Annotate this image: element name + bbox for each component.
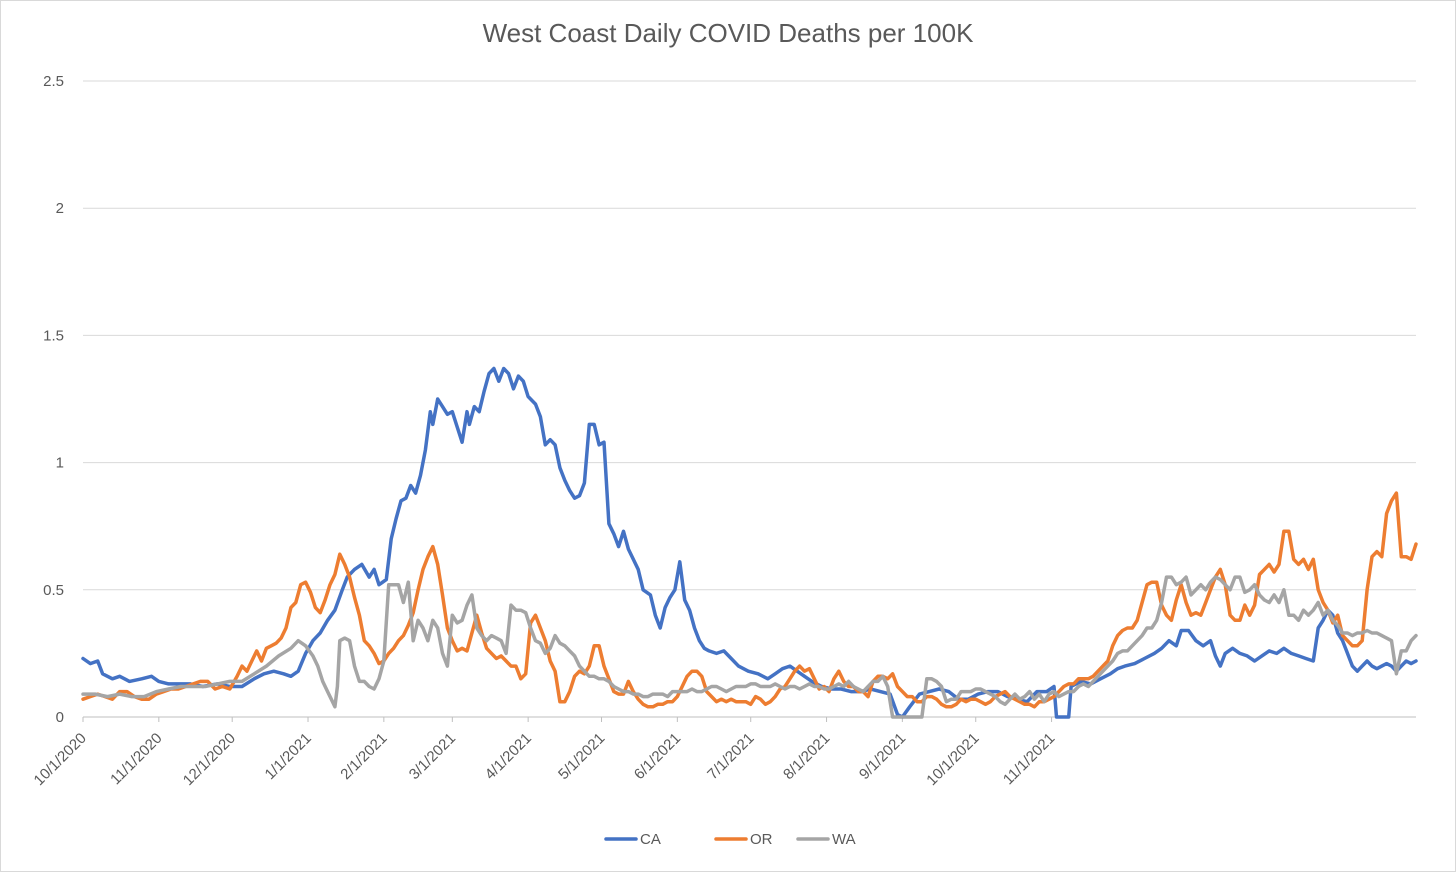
y-tick-label: 0.5 [43,582,64,599]
y-tick-label: 2.5 [43,73,64,90]
x-tick-label: 10/1/2020 [31,730,90,789]
y-tick-label: 1.5 [43,327,64,344]
x-tick-label: 11/1/2021 [1000,730,1058,788]
x-tick-label: 5/1/2021 [555,730,608,783]
y-axis-ticks: 0 0.5 1 1.5 2 2.5 [43,73,64,726]
y-tick-label: 0 [56,709,64,726]
legend-label-wa: WA [832,831,856,848]
x-tick-label: 9/1/2021 [856,730,909,783]
y-tick-label: 1 [56,455,64,472]
x-tick-label: 11/1/2020 [107,730,165,788]
series-line-or [81,491,1418,709]
gridlines [83,80,1416,718]
x-tick-label: 6/1/2021 [631,730,684,783]
x-tick-label: 8/1/2021 [780,730,833,783]
legend-label-ca: CA [640,831,661,848]
series-line-wa [81,575,1418,719]
x-tick-label: 12/1/2020 [180,730,239,789]
legend: CA OR WA [604,831,856,848]
x-tick-label: 4/1/2021 [482,730,535,783]
x-axis-ticks: 10/1/2020 11/1/2020 12/1/2020 1/1/2021 2/1/2… [31,717,1058,789]
legend-label-or: OR [750,831,773,848]
x-tick-label: 10/1/2021 [923,730,982,789]
series-line-ca [81,366,1418,719]
y-tick-label: 2 [56,200,64,217]
x-tick-label: 3/1/2021 [406,730,459,783]
x-tick-label: 2/1/2021 [337,730,390,783]
chart-title: West Coast Daily COVID Deaths per 100K [482,18,974,48]
series-lines [81,366,1418,719]
x-tick-label: 7/1/2021 [704,730,757,783]
x-tick-label: 1/1/2021 [262,730,315,783]
